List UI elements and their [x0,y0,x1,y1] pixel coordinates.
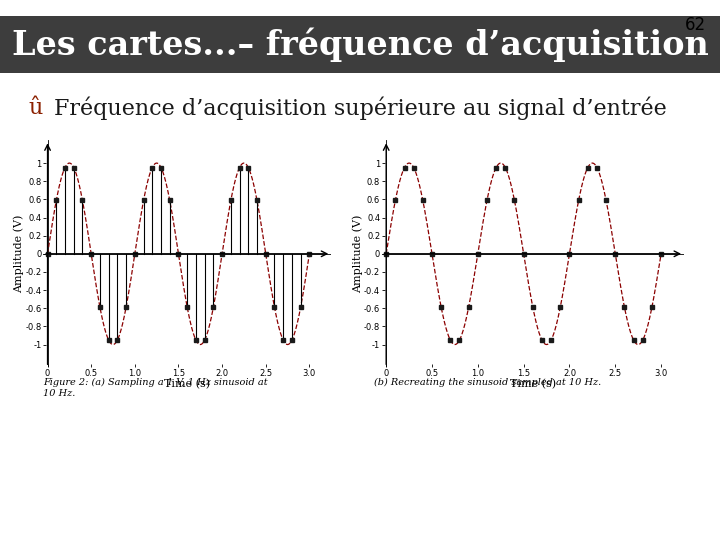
Text: Fréquence d’acquisition supérieure au signal d’entrée: Fréquence d’acquisition supérieure au si… [54,96,667,120]
X-axis label: Time (s): Time (s) [164,379,210,389]
Text: Figure 2: (a) Sampling a 1 V, 1 Hz sinusoid at
10 Hz.: Figure 2: (a) Sampling a 1 V, 1 Hz sinus… [43,378,268,397]
Text: (b) Recreating the sinusoid sampled at 10 Hz.: (b) Recreating the sinusoid sampled at 1… [374,378,602,387]
Y-axis label: Amplitude (V): Amplitude (V) [14,214,24,293]
X-axis label: Time (s): Time (s) [510,379,556,389]
Text: Les cartes...– fréquence d’acquisition: Les cartes...– fréquence d’acquisition [12,27,708,62]
Y-axis label: Amplitude (V): Amplitude (V) [352,214,363,293]
Text: û: û [29,97,43,119]
Text: 62: 62 [685,16,706,34]
